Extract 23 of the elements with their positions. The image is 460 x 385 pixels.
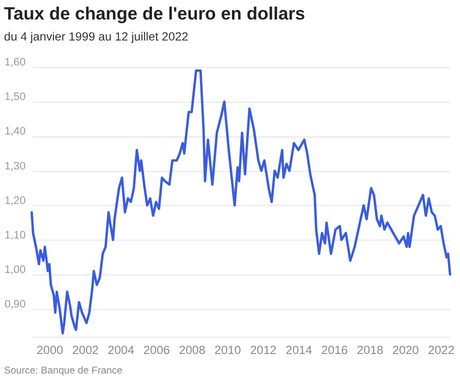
y-tick-label: 1,10 xyxy=(4,229,26,242)
x-tick-label: 2016 xyxy=(321,343,348,358)
x-tick-label: 2006 xyxy=(143,343,170,358)
y-tick-label: 1,00 xyxy=(4,264,26,276)
x-tick-label: 2010 xyxy=(214,343,242,358)
y-tick-label: 1,50 xyxy=(4,91,26,104)
y-tick-label: 1,40 xyxy=(4,126,26,138)
x-tick-label: 2022 xyxy=(428,343,454,358)
y-tick-label: 1,60 xyxy=(4,56,26,69)
x-tick-label: 2002 xyxy=(72,343,99,358)
chart-subtitle: du 4 janvier 1999 au 12 juillet 2022 xyxy=(4,29,188,44)
x-tick-label: 2014 xyxy=(286,343,313,358)
chart-title: Taux de change de l'euro en dollars xyxy=(4,3,306,24)
x-tick-label: 2020 xyxy=(392,343,420,358)
x-tick-label: 2004 xyxy=(108,343,135,358)
x-tick-label: 2018 xyxy=(356,343,384,358)
y-tick-label: 0,90 xyxy=(4,298,26,311)
x-tick-label: 2012 xyxy=(250,343,277,358)
y-tick-label: 1,30 xyxy=(4,160,26,172)
x-tick-label: 2000 xyxy=(36,343,64,358)
x-tick-label: 2008 xyxy=(178,343,206,358)
y-tick-label: 1,20 xyxy=(4,194,26,207)
source-note: Source: Banque de France xyxy=(4,365,123,376)
